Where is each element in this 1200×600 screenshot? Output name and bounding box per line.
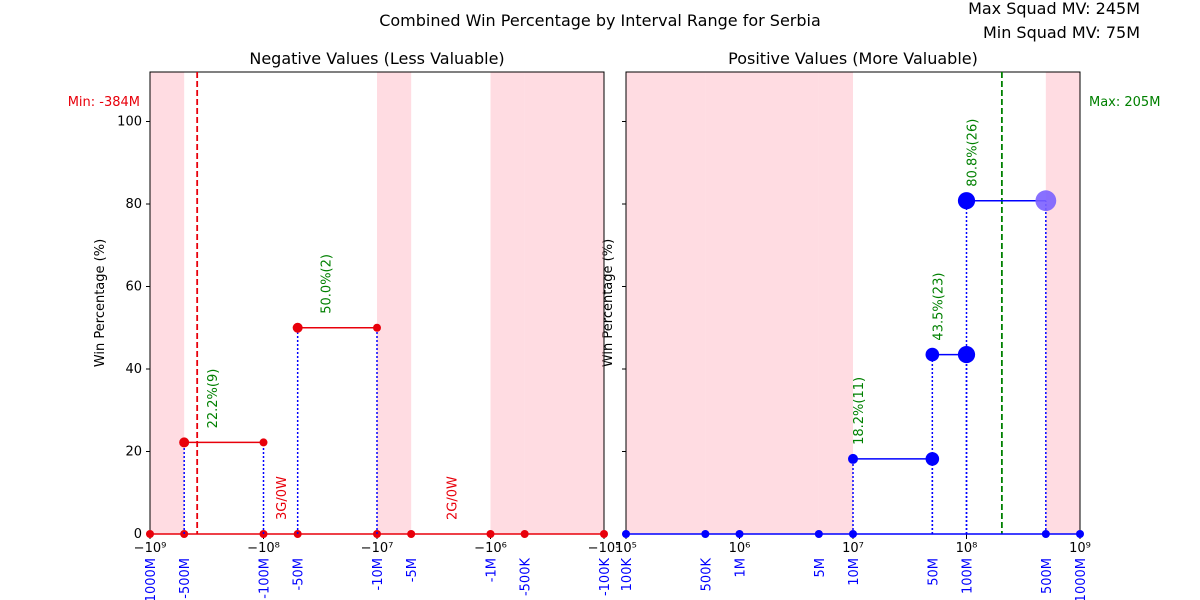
interval-tick-label: -100K xyxy=(598,558,613,597)
positive-values-panel: 10⁵ 10⁶ 10⁷ 10⁸ 10⁹ 100K 500K 1M 5M 10M 50M 100M 500… xyxy=(615,71,1160,600)
zero-point xyxy=(486,530,495,538)
left-panel-title: Negative Values (Less Valuable) xyxy=(249,49,504,68)
zero-point xyxy=(622,530,630,538)
x-major-tick-label: 10⁵ xyxy=(615,541,637,556)
shaded-interval-band xyxy=(626,72,706,534)
win-percentage-label: 18.2%(11) xyxy=(852,377,867,445)
x-major-tick-label: 10⁹ xyxy=(1069,541,1091,556)
zero-win-label: 2G/0W xyxy=(446,476,461,520)
interval-tick-label: -10M xyxy=(371,558,386,590)
zero-point xyxy=(600,530,608,538)
shaded-interval-band xyxy=(377,72,412,534)
shaded-interval-band xyxy=(490,72,525,534)
zero-point xyxy=(735,530,744,538)
step-point-start xyxy=(925,347,940,362)
x-major-tick-label: 10⁷ xyxy=(842,541,864,556)
step-point-start xyxy=(179,437,190,448)
shaded-interval-band xyxy=(524,72,604,534)
step-point-start xyxy=(292,322,303,333)
interval-tick-label: 5M xyxy=(813,558,828,578)
interval-tick-label: 1M xyxy=(734,558,749,578)
interval-tick-label: -100M xyxy=(258,558,273,599)
step-point-end xyxy=(925,452,940,466)
right-panel-title: Positive Values (More Valuable) xyxy=(728,49,978,68)
zero-point xyxy=(146,530,154,538)
y-tick-label: 100 xyxy=(117,115,142,130)
x-major-tick-label: −10⁵ xyxy=(588,541,621,556)
win-percentage-label: 22.2%(9) xyxy=(206,369,221,429)
interval-tick-label: -1000M xyxy=(144,558,159,600)
shaded-interval-band xyxy=(150,72,185,534)
left-y-axis-label: Win Percentage (%) xyxy=(93,239,108,367)
interval-tick-label: -5M xyxy=(405,558,420,582)
x-major-tick-label: −10⁷ xyxy=(361,541,394,556)
step-point-end xyxy=(259,438,268,447)
zero-point xyxy=(407,530,416,538)
step-point-end xyxy=(373,323,381,332)
interval-tick-label: 500M xyxy=(1040,558,1055,594)
interval-tick-label: -50M xyxy=(292,558,307,590)
min-squad-mv: Min Squad MV: 75M xyxy=(983,23,1140,42)
interval-tick-label: 100M xyxy=(961,558,976,594)
step-point-end xyxy=(957,345,976,364)
negative-values-panel: 0 20 40 60 80 100 −10⁹ −10⁸ −10⁷ −10⁶ −10⁵ -1000M -5… xyxy=(68,71,621,600)
y-tick-label: 40 xyxy=(125,362,142,377)
interval-tick-label: -1M xyxy=(485,558,500,582)
interval-tick-label: 10M xyxy=(847,558,862,586)
shaded-interval-band xyxy=(739,72,819,534)
interval-tick-label: 100K xyxy=(620,558,635,592)
right-y-axis-label: Win Percentage (%) xyxy=(601,239,616,367)
zero-point xyxy=(520,530,529,538)
max-squad-mv: Max Squad MV: 245M xyxy=(968,0,1140,18)
shaded-interval-band xyxy=(705,72,740,534)
interval-tick-label: 500K xyxy=(699,558,714,592)
zero-point xyxy=(701,530,710,538)
y-tick-label: 20 xyxy=(125,445,142,460)
interval-tick-label: 50M xyxy=(926,558,941,586)
x-major-tick-label: −10⁸ xyxy=(247,541,280,556)
win-percentage-label: 50.0%(2) xyxy=(320,254,335,314)
figure-title: Combined Win Percentage by Interval Rang… xyxy=(379,11,821,30)
x-major-tick-label: −10⁹ xyxy=(134,541,167,556)
reference-line-label: Max: 205M xyxy=(1089,95,1160,110)
shaded-interval-band xyxy=(1045,72,1080,534)
interval-tick-label: 1000M xyxy=(1074,558,1089,600)
zero-win-label: 3G/0W xyxy=(275,476,290,520)
step-point-start xyxy=(957,192,976,210)
zero-point xyxy=(1076,530,1084,538)
reference-line-label: Min: -384M xyxy=(68,95,140,110)
x-major-tick-label: −10⁶ xyxy=(474,541,507,556)
zero-point xyxy=(814,530,823,538)
x-major-tick-label: 10⁶ xyxy=(729,541,751,556)
interval-tick-label: -500M xyxy=(178,558,193,599)
y-tick-label: 80 xyxy=(125,197,142,212)
shaded-interval-band xyxy=(818,72,853,534)
step-point-end xyxy=(1035,190,1057,212)
y-tick-label: 0 xyxy=(134,527,142,542)
win-percentage-label: 80.8%(26) xyxy=(966,119,981,187)
y-tick-label: 60 xyxy=(125,280,142,295)
step-point-start xyxy=(848,453,858,464)
win-percentage-label: 43.5%(23) xyxy=(931,273,946,341)
interval-tick-label: -500K xyxy=(519,558,534,597)
x-major-tick-label: 10⁸ xyxy=(956,541,978,556)
